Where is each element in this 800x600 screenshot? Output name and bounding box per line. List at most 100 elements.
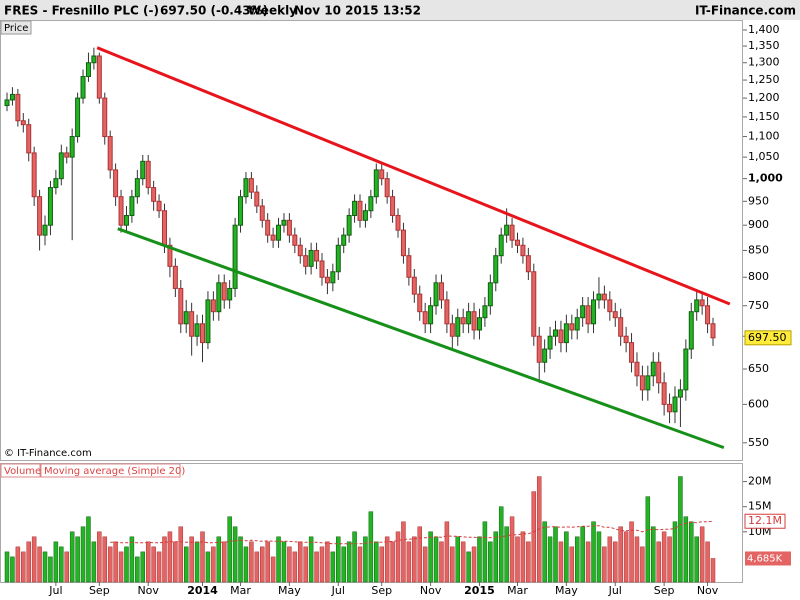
- y-tick-label: 950: [748, 194, 769, 207]
- candle-body: [205, 299, 211, 344]
- volume-bar: [156, 551, 162, 583]
- volume-bar: [574, 536, 580, 583]
- volume-bar: [243, 546, 249, 583]
- candle-body: [390, 196, 396, 216]
- trendline: [96, 46, 731, 306]
- candle-body: [210, 299, 216, 313]
- volume-bar: [75, 536, 80, 583]
- candle-body: [677, 389, 683, 398]
- candle-body: [460, 317, 466, 325]
- volume-bar: [183, 546, 189, 583]
- x-tick-label: 2015: [464, 584, 495, 597]
- volume-bar: [341, 546, 346, 583]
- volume-bar: [520, 531, 526, 583]
- volume-bar: [59, 546, 64, 583]
- y-tick-label: 750: [748, 299, 769, 312]
- volume-bar: [325, 541, 330, 583]
- candle-body: [145, 160, 151, 189]
- volume-bar: [238, 536, 243, 583]
- candle-body: [42, 224, 48, 236]
- ma-legend-box: [40, 463, 181, 478]
- volume-bar: [471, 546, 477, 583]
- volume-bar: [232, 526, 238, 583]
- volume-bar: [292, 551, 298, 583]
- ma-legend: Moving average (Simple 20): [44, 466, 185, 477]
- candle-body: [335, 244, 341, 273]
- volume-bar: [91, 541, 97, 583]
- volume-bar: [249, 541, 254, 583]
- volume-bar: [618, 526, 623, 583]
- candle-body: [520, 244, 526, 257]
- volume-bar: [107, 546, 113, 583]
- y-tick-label: 1,100: [748, 130, 780, 143]
- volume-bar: [460, 541, 466, 583]
- candle-body: [645, 375, 651, 391]
- y-tick-label: 1,050: [748, 150, 780, 163]
- y-tick-label: 1,200: [748, 91, 780, 104]
- candle-body: [37, 196, 43, 236]
- y-tick-label: 650: [748, 362, 769, 375]
- candle-body: [297, 244, 303, 257]
- volume-bar: [53, 541, 59, 583]
- volume-tag: 4,685K: [747, 553, 783, 564]
- volume-bar: [69, 531, 75, 583]
- candle-body: [362, 210, 368, 221]
- candle-body: [585, 305, 591, 325]
- candle-body: [134, 178, 140, 198]
- candle-body: [314, 249, 320, 262]
- volume-bar: [352, 531, 357, 583]
- volume-bar: [162, 536, 167, 583]
- volume-bar: [640, 546, 645, 583]
- volume-bar: [374, 541, 379, 583]
- candle-body: [123, 214, 129, 226]
- x-tick-label: Mar: [507, 584, 528, 597]
- volume-bar: [585, 541, 591, 583]
- brand: IT-Finance.com: [695, 4, 796, 18]
- y-tick-label: 1,150: [748, 110, 780, 123]
- header-bar: [0, 0, 800, 20]
- volume-bar: [357, 546, 363, 583]
- candle-body: [476, 317, 482, 331]
- candle-body: [221, 282, 227, 301]
- y-tick-label: 1,300: [748, 56, 780, 69]
- candle-body: [140, 160, 146, 180]
- candle-body: [265, 219, 271, 236]
- volume-bar: [428, 531, 433, 583]
- volume-bar: [4, 551, 10, 583]
- candle-body: [308, 249, 314, 267]
- volume-bar: [591, 521, 596, 583]
- candle-body: [531, 271, 537, 337]
- last-price: 697.50: [748, 331, 787, 344]
- volume-bar: [401, 521, 406, 583]
- volume-bar: [596, 531, 602, 583]
- candle-body: [428, 305, 434, 325]
- volume-bar: [102, 536, 108, 583]
- candle-body: [96, 55, 102, 99]
- candle-body: [688, 311, 694, 350]
- volume-bar: [612, 541, 618, 583]
- candle-body: [232, 224, 238, 289]
- candle-body: [227, 287, 233, 301]
- candle-body: [455, 317, 461, 337]
- candle-body: [558, 329, 564, 344]
- candle-body: [216, 282, 222, 313]
- candle-body: [243, 178, 249, 198]
- volume-bar: [363, 536, 368, 583]
- volume-bar: [390, 541, 395, 583]
- volume-bar: [558, 541, 564, 583]
- candle-body: [259, 205, 265, 221]
- candle-body: [183, 311, 189, 325]
- volume-bar: [265, 541, 270, 583]
- candle-body: [113, 169, 119, 198]
- candle-body: [9, 93, 15, 101]
- candle-body: [248, 178, 254, 193]
- volume-bar: [276, 536, 281, 583]
- volume-bar: [167, 531, 173, 583]
- volume-bar: [26, 541, 31, 583]
- candle-body: [53, 178, 59, 189]
- volume-bar: [689, 521, 694, 583]
- volume-bar: [412, 536, 417, 583]
- candle-body: [623, 335, 629, 344]
- volume-bar: [634, 536, 640, 583]
